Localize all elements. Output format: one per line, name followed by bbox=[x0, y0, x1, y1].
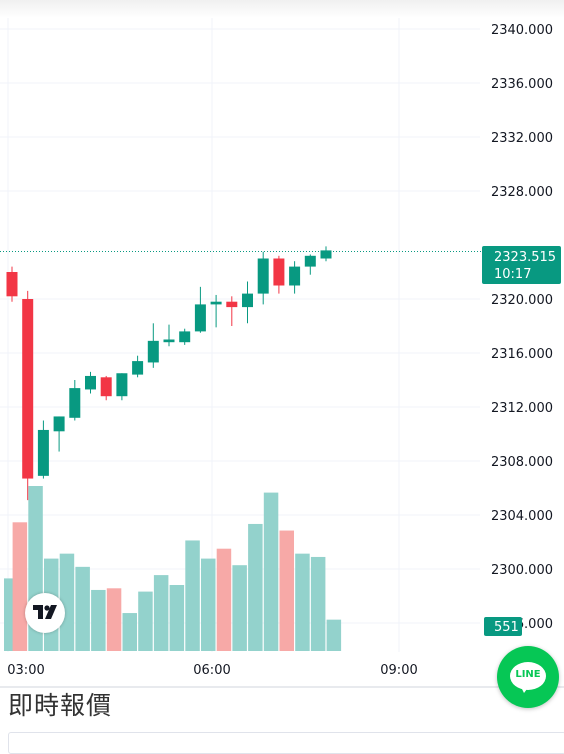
candle-body bbox=[210, 301, 222, 305]
volume-bar bbox=[232, 565, 247, 651]
candle bbox=[22, 290, 34, 501]
candle-body bbox=[289, 266, 301, 286]
price-tick-label: 2320.000 bbox=[491, 293, 553, 308]
volume-bar bbox=[185, 540, 200, 651]
candle-body bbox=[53, 416, 65, 432]
volume-bar bbox=[153, 575, 169, 651]
price-badge-background bbox=[482, 246, 561, 284]
tradingview-logo-glyph bbox=[33, 605, 57, 619]
time-axis[interactable]: 03:00 06:00 09:00 bbox=[7, 663, 417, 678]
candle bbox=[100, 375, 112, 401]
volume-bar bbox=[138, 591, 153, 651]
candle bbox=[320, 246, 332, 262]
price-tick-label: 2300.000 bbox=[491, 563, 553, 578]
candle bbox=[147, 323, 159, 368]
candle-body bbox=[6, 272, 18, 297]
candle bbox=[242, 281, 253, 324]
candle bbox=[273, 255, 285, 294]
volume-bar bbox=[12, 522, 28, 651]
volume-bar bbox=[279, 530, 294, 651]
candle bbox=[163, 324, 175, 347]
last-price-badge: 2323.515 10:17 bbox=[482, 246, 561, 284]
candle-body bbox=[132, 361, 144, 375]
candle-body bbox=[273, 258, 285, 286]
candle-body bbox=[37, 429, 49, 476]
candle-body bbox=[257, 258, 269, 294]
volume-bar bbox=[91, 589, 106, 651]
tradingview-logo-icon[interactable] bbox=[25, 593, 65, 633]
volume-bar bbox=[106, 588, 122, 651]
candle bbox=[210, 294, 222, 328]
line-share-button[interactable]: LINE bbox=[497, 646, 559, 708]
candle-body bbox=[226, 301, 238, 308]
candle-body bbox=[116, 373, 128, 397]
price-tick-label: 2304.000 bbox=[491, 509, 553, 524]
volume-bars bbox=[4, 486, 342, 651]
candle bbox=[257, 251, 269, 305]
price-tick-label: 2332.000 bbox=[491, 131, 553, 146]
candle-body bbox=[163, 339, 175, 343]
candlestick-chart[interactable]: 2340.000 2336.000 2332.000 2328.000 2320.000… bbox=[0, 0, 564, 690]
line-bubble-tail bbox=[520, 685, 530, 693]
last-price-value: 2323.515 bbox=[494, 250, 556, 265]
volume-value: 551 bbox=[494, 620, 519, 635]
price-tick-label: 2308.000 bbox=[491, 455, 553, 470]
line-label: LINE bbox=[515, 669, 541, 680]
volume-bar bbox=[169, 585, 185, 651]
volume-badge: 551 bbox=[484, 617, 522, 636]
volume-bar bbox=[248, 523, 263, 651]
volume-bar bbox=[263, 492, 279, 651]
volume-badge-background bbox=[484, 617, 522, 636]
candle-body bbox=[100, 377, 112, 397]
candle bbox=[194, 286, 206, 333]
candle-body bbox=[147, 340, 159, 363]
candle-body bbox=[304, 255, 316, 267]
volume-bar bbox=[59, 553, 75, 651]
candle-body bbox=[320, 250, 332, 259]
candle-body bbox=[22, 299, 34, 479]
price-tick-label: 2312.000 bbox=[491, 401, 553, 416]
volume-bar bbox=[122, 613, 137, 651]
time-tick-label: 06:00 bbox=[193, 663, 230, 678]
candle bbox=[69, 380, 81, 421]
price-tick-label: 2328.000 bbox=[491, 185, 553, 200]
price-tick-label: 2336.000 bbox=[491, 77, 553, 92]
candle bbox=[116, 373, 128, 401]
candle-body bbox=[194, 304, 206, 332]
candle bbox=[132, 355, 144, 378]
volume-bar bbox=[75, 566, 90, 651]
candle-body bbox=[179, 331, 191, 343]
candle bbox=[85, 371, 96, 394]
candle-body bbox=[69, 388, 81, 418]
candle bbox=[53, 416, 65, 452]
candle bbox=[37, 420, 49, 479]
candle-countdown: 10:17 bbox=[494, 267, 531, 282]
candles[interactable] bbox=[6, 246, 332, 501]
time-tick-label: 03:00 bbox=[7, 663, 44, 678]
volume-bar bbox=[216, 548, 232, 651]
top-fade-bar bbox=[0, 0, 564, 18]
candle bbox=[304, 254, 316, 275]
candle bbox=[6, 266, 18, 302]
content-frame bbox=[8, 732, 564, 754]
price-tick-label: 2340.000 bbox=[491, 23, 553, 38]
volume-bar bbox=[201, 558, 216, 651]
time-tick-label: 09:00 bbox=[380, 663, 417, 678]
volume-bar bbox=[295, 553, 310, 651]
candle bbox=[289, 261, 301, 294]
candle bbox=[179, 328, 191, 345]
candle bbox=[226, 296, 238, 326]
candle-body bbox=[85, 375, 96, 390]
section-title: 即時報價 bbox=[8, 691, 113, 720]
price-axis[interactable]: 2340.000 2336.000 2332.000 2328.000 2320.000… bbox=[491, 23, 553, 632]
volume-bar bbox=[326, 619, 342, 651]
price-tick-label: 2316.000 bbox=[491, 347, 553, 362]
candle-body bbox=[242, 293, 253, 308]
volume-bar bbox=[310, 556, 326, 651]
